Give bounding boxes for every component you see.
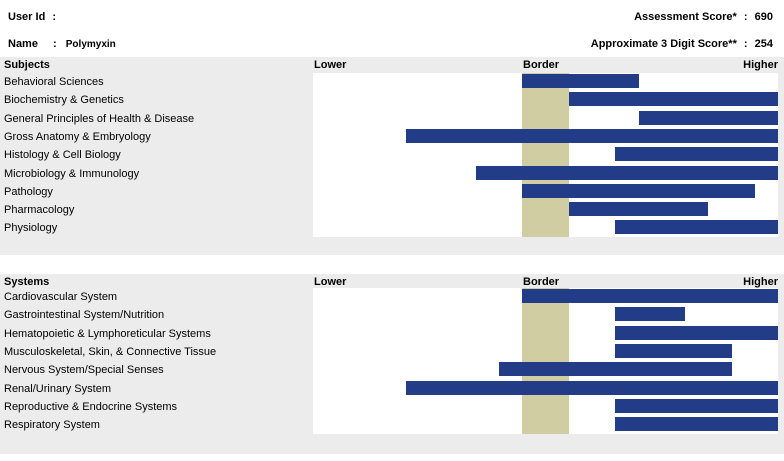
approx-score-label: Approximate 3 Digit Score** xyxy=(590,38,737,50)
subjects-row-label: Physiology xyxy=(4,222,58,235)
subjects-bar xyxy=(522,74,639,88)
subjects-bar xyxy=(615,147,778,162)
subjects-higher-label: Higher xyxy=(743,59,778,71)
systems-row-label: Musculoskeletal, Skin, & Connective Tiss… xyxy=(4,345,217,358)
systems-title: Systems xyxy=(4,276,50,288)
systems-border-label: Border xyxy=(523,276,560,288)
systems-lower-label: Lower xyxy=(314,276,347,288)
user-id-label: User Id : xyxy=(8,11,56,23)
systems-bar xyxy=(615,325,778,340)
subjects-plot xyxy=(313,73,778,237)
assessment-score-label: Assessment Score* xyxy=(634,11,737,23)
subjects-row-label: Behavioral Sciences xyxy=(4,76,104,88)
subjects-bar xyxy=(568,202,709,217)
subjects-row-label: Histology & Cell Biology xyxy=(4,149,121,162)
name-field: Name : Polymyxin xyxy=(8,38,116,50)
subjects-lower-label: Lower xyxy=(314,59,347,71)
systems-bar xyxy=(499,362,732,377)
subjects-title: Subjects xyxy=(4,59,50,71)
systems-border-band xyxy=(522,288,569,434)
subjects-border-label: Border xyxy=(523,59,560,71)
systems-bar xyxy=(406,380,778,395)
subjects-bar xyxy=(522,183,755,198)
subjects-border-band xyxy=(522,73,569,237)
systems-bar xyxy=(615,398,778,413)
assessment-score-value: 690 xyxy=(754,11,773,23)
approx-score-separator: : xyxy=(743,38,748,50)
subjects-bar xyxy=(406,128,778,143)
systems-plot xyxy=(313,288,778,434)
assessment-score: Assessment Score* : 690 xyxy=(634,11,773,23)
subjects-bar xyxy=(615,220,778,235)
systems-row-label: Cardiovascular System xyxy=(4,291,118,303)
systems-bar xyxy=(615,307,685,322)
assessment-score-separator: : xyxy=(743,11,748,23)
subjects-row-label: General Principles of Health & Disease xyxy=(4,112,195,125)
approx-score: Approximate 3 Digit Score** : 254 xyxy=(591,38,773,50)
user-id-separator: : xyxy=(52,11,57,23)
systems-row-label: Reproductive & Endocrine Systems xyxy=(4,400,178,413)
systems-bar xyxy=(615,343,732,358)
user-id-label-text: User Id xyxy=(8,11,46,23)
name-value: Polymyxin xyxy=(65,39,116,50)
subjects-bar xyxy=(638,110,778,125)
approx-score-value: 254 xyxy=(754,38,773,50)
subjects-section: Subjects Lower Border Higher Behavioral … xyxy=(0,57,784,255)
subjects-row-label: Biochemistry & Genetics xyxy=(4,94,124,107)
systems-row-label: Nervous System/Special Senses xyxy=(4,364,164,377)
subjects-row-label: Gross Anatomy & Embryology xyxy=(4,130,151,143)
systems-row-label: Gastrointestinal System/Nutrition xyxy=(4,309,165,322)
systems-row-label: Renal/Urinary System xyxy=(4,382,111,395)
systems-row-label: Respiratory System xyxy=(4,419,100,432)
systems-bar xyxy=(522,289,778,303)
systems-higher-label: Higher xyxy=(743,276,778,288)
subjects-row-label: Pathology xyxy=(4,185,53,198)
name-label: Name xyxy=(8,38,38,50)
systems-row-label: Hematopoietic & Lymphoreticular Systems xyxy=(4,327,211,340)
subjects-row-label: Microbiology & Immunology xyxy=(4,167,140,180)
subjects-bar xyxy=(568,92,778,107)
systems-bar xyxy=(615,417,778,432)
name-separator: : xyxy=(53,38,57,50)
subjects-row-label: Pharmacology xyxy=(4,204,75,217)
subjects-bar xyxy=(475,165,778,180)
systems-section: Systems Lower Border Higher Cardiovascul… xyxy=(0,274,784,454)
